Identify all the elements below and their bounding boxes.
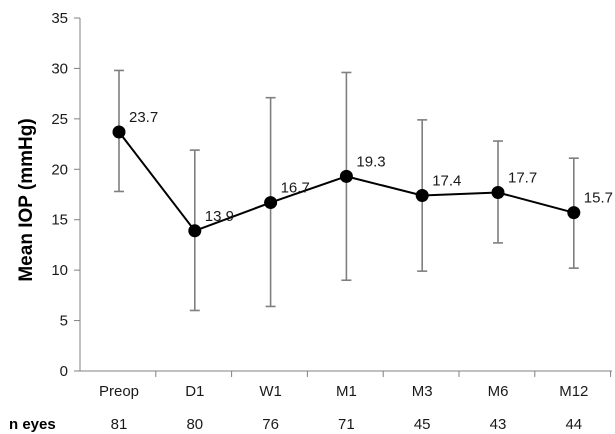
y-tick-label: 15	[51, 212, 68, 229]
data-point	[112, 125, 126, 139]
data-labels: 23.7 13.9 16.7 19.3 17.4 17.7 15.7	[129, 109, 613, 225]
chart-axes: 0 5 10 15 20 25 30 35 Preop D1 W1 M1 M3 M6 M12 81 80 76 71…	[51, 10, 612, 433]
y-tick-label: 5	[60, 313, 68, 330]
data-point	[188, 224, 202, 238]
data-label: 19.3	[356, 153, 385, 170]
y-tick-label: 20	[51, 161, 68, 178]
n-eyes-value: 44	[565, 416, 582, 433]
data-point	[567, 206, 581, 220]
n-eyes-value: 76	[262, 416, 279, 433]
x-tick-label: W1	[259, 383, 282, 400]
n-eyes-value: 80	[186, 416, 203, 433]
data-point	[339, 169, 353, 183]
data-label: 13.9	[205, 208, 234, 225]
error-bars	[114, 69, 579, 312]
n-eyes-title: n eyes	[9, 416, 56, 433]
data-point	[415, 189, 429, 203]
x-tick-label: M6	[488, 383, 509, 400]
y-tick-label: 10	[51, 262, 68, 279]
y-tick-label: 35	[51, 10, 68, 27]
x-tick-label: M12	[559, 383, 588, 400]
data-label: 17.4	[432, 173, 461, 190]
x-tick-label: M3	[412, 383, 433, 400]
y-tick-label: 30	[51, 60, 68, 77]
x-tick-label: M1	[336, 383, 357, 400]
data-points	[112, 125, 581, 238]
x-tick-label: Preop	[99, 383, 139, 400]
n-eyes-value: 71	[338, 416, 355, 433]
data-point	[491, 185, 505, 199]
data-label: 17.7	[508, 169, 537, 186]
data-label: 16.7	[281, 180, 310, 197]
n-eyes-value: 45	[414, 416, 431, 433]
y-tick-label: 25	[51, 111, 68, 128]
y-axis-label: Mean IOP (mmHg)	[16, 118, 37, 281]
data-label: 23.7	[129, 109, 158, 126]
data-point	[264, 196, 278, 210]
y-tick-label: 0	[60, 363, 68, 380]
n-eyes-value: 81	[111, 416, 128, 433]
n-eyes-value: 43	[490, 416, 507, 433]
x-tick-label: D1	[185, 383, 204, 400]
data-label: 15.7	[584, 190, 613, 207]
